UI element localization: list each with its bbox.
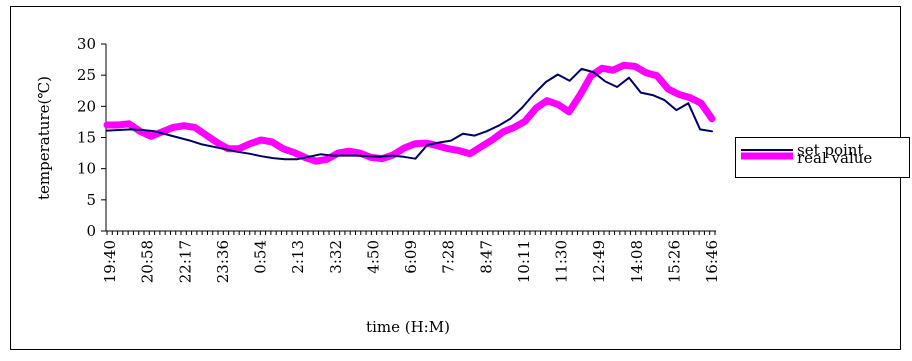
y-tick-label: 30 xyxy=(77,35,96,53)
y-axis-ticks: 0 5 10 15 20 25 30 xyxy=(77,35,106,240)
x-tick-label: 7:28 xyxy=(440,240,458,274)
x-axis-ticks: 19:40 20:58 22:17 23:36 0:54 2:13 3:32 4:50 6:09… xyxy=(101,231,721,283)
y-tick-label: 10 xyxy=(77,160,96,178)
legend: set point real value xyxy=(735,137,910,178)
x-tick-label: 8:47 xyxy=(477,240,495,274)
series-line-set-point xyxy=(106,67,713,161)
x-tick-label: 20:58 xyxy=(139,240,157,283)
y-tick-label: 25 xyxy=(77,66,96,84)
x-axis-title: time (H:M) xyxy=(366,318,450,336)
y-tick-label: 15 xyxy=(77,129,96,147)
legend-label-set-point: set point xyxy=(797,141,864,159)
x-tick-label: 16:46 xyxy=(703,240,721,283)
y-tick-label: 20 xyxy=(77,97,96,115)
y-axis-title: temperature(℃) xyxy=(35,76,53,200)
x-tick-label: 22:17 xyxy=(176,240,194,283)
x-tick-label: 3:32 xyxy=(327,240,345,274)
x-tick-label: 23:36 xyxy=(214,240,232,283)
series-line-real-value xyxy=(103,61,716,165)
x-tick-label: 6:09 xyxy=(402,240,420,274)
x-tick-label: 12:49 xyxy=(590,240,608,283)
x-tick-label: 2:13 xyxy=(289,240,307,274)
x-tick-label: 10:11 xyxy=(515,240,533,283)
x-tick-label: 4:50 xyxy=(364,240,382,274)
legend-label-real-value: real value xyxy=(797,149,872,167)
x-tick-label: 14:08 xyxy=(628,240,646,283)
x-tick-label: 19:40 xyxy=(101,240,119,283)
x-tick-label: 11:30 xyxy=(553,240,571,283)
y-tick-label: 5 xyxy=(86,191,96,209)
y-tick-label: 0 xyxy=(86,222,96,240)
x-tick-label: 0:54 xyxy=(252,240,270,274)
series-layer xyxy=(103,61,716,165)
x-tick-label: 15:26 xyxy=(665,240,683,283)
